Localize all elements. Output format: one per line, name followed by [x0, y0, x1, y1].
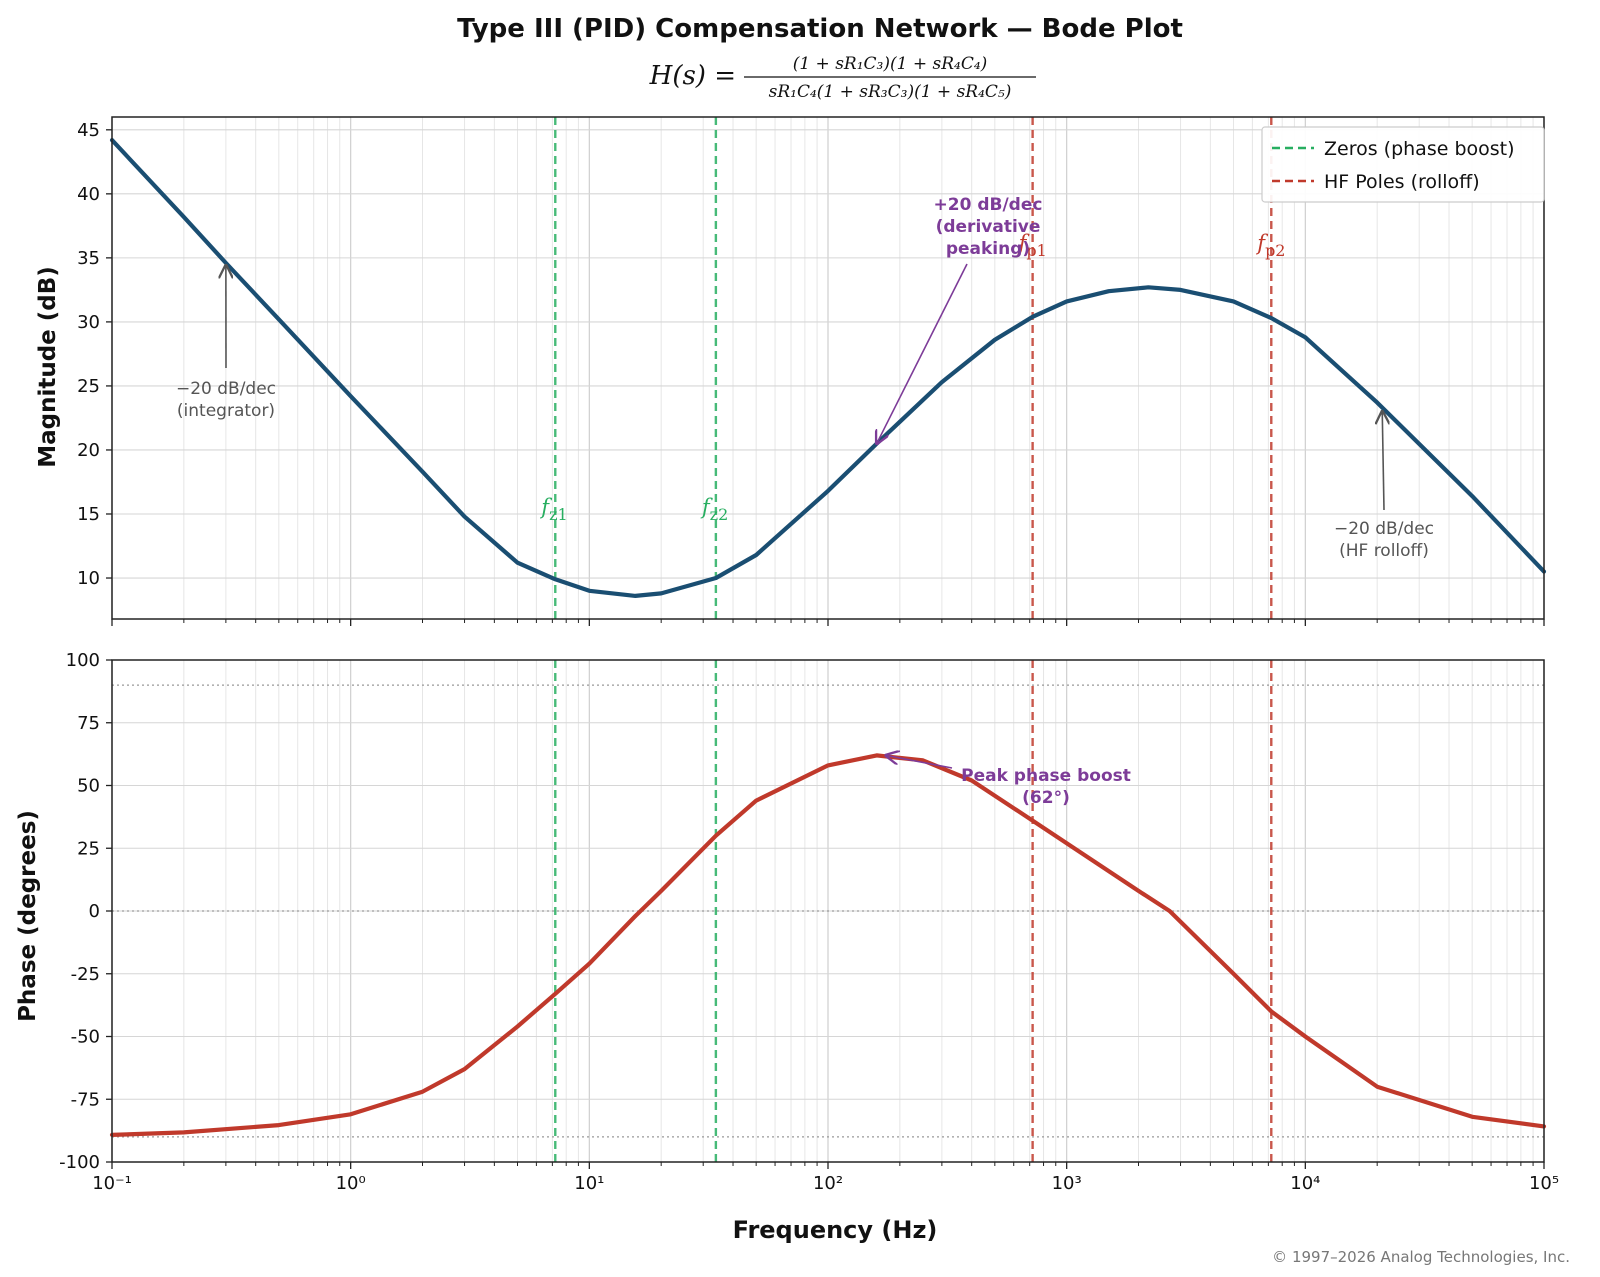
y-axis-label-magnitude: Magnitude (dB) — [35, 266, 61, 468]
y-axis-label-phase: Phase (degrees) — [15, 810, 41, 1022]
annotation-hf-rolloff-arrow — [1382, 412, 1384, 511]
x-axis-ticks: 10⁻¹ 10⁰ 10¹ 10² 10³ 10⁴ 10⁵ — [92, 1173, 1559, 1194]
annotation-derivative-text: +20 dB/dec — [934, 195, 1043, 215]
annotation-peak-phase-text: (62°) — [1022, 788, 1070, 808]
magnitude-ytick-label: 45 — [77, 120, 100, 141]
phase-ytick-label: 0 — [89, 901, 100, 922]
phase-ytick-label: 25 — [77, 838, 100, 859]
legend: Zeros (phase boost) HF Poles (rolloff) — [1261, 126, 1545, 203]
annotation-hf-rolloff-text: (HF rolloff) — [1339, 541, 1429, 561]
phase-ytick-label: -25 — [71, 964, 100, 985]
legend-label-zeros: Zeros (phase boost) — [1324, 138, 1515, 160]
phase-ytick-label: 75 — [77, 713, 100, 734]
copyright-text: © 1997–2026 Analog Technologies, Inc. — [1272, 1248, 1570, 1266]
x-tick-label: 10⁻¹ — [92, 1173, 132, 1194]
annotation-peak-phase-arrow — [886, 755, 953, 769]
annotation-derivative-text: (derivative — [936, 217, 1041, 237]
annotation-integrator-text: −20 dB/dec — [176, 379, 276, 399]
formula-denominator: sR₁C₄(1 + sR₃C₃)(1 + sR₄C₅) — [769, 82, 1012, 102]
magnitude-ytick-label: 25 — [77, 376, 100, 397]
annotation-integrator-text: (integrator) — [177, 401, 275, 421]
x-tick-label: 10¹ — [574, 1173, 604, 1194]
magnitude-ytick-label: 35 — [77, 248, 100, 269]
phase-panel: -100 -75 -50 -25 0 25 50 75 100 Peak phase boost(… — [59, 650, 1547, 1173]
legend-label-poles: HF Poles (rolloff) — [1324, 171, 1480, 193]
magnitude-frame — [111, 116, 1545, 620]
annotation-derivative-arrow — [877, 263, 968, 444]
magnitude-curve — [109, 138, 1547, 599]
phase-frame — [111, 659, 1545, 1163]
magnitude-ytick-label: 15 — [77, 504, 100, 525]
legend-box — [1261, 126, 1545, 203]
x-tick-label: 10³ — [1052, 1173, 1082, 1194]
phase-ytick-label: -100 — [59, 1152, 100, 1173]
formula-numerator: (1 + sR₁C₃)(1 + sR₄C₄) — [793, 54, 988, 74]
transfer-function-formula: H(s) = (1 + sR₁C₃)(1 + sR₄C₄) sR₁C₄(1 + … — [649, 54, 1036, 102]
phase-ytick-label: 50 — [77, 776, 100, 797]
magnitude-ytick-label: 20 — [77, 440, 100, 461]
x-axis-label: Frequency (Hz) — [733, 1216, 938, 1244]
formula-lhs: H(s) = — [649, 61, 736, 91]
annotation-derivative-text: peaking) — [946, 239, 1030, 259]
phase-ytick-label: 100 — [66, 650, 100, 671]
phase-curve — [109, 753, 1547, 1138]
magnitude-ytick-label: 10 — [77, 568, 100, 589]
phase-ytick-label: -75 — [71, 1089, 100, 1110]
annotation-peak-phase-text: Peak phase boost — [961, 766, 1131, 786]
x-tick-label: 10⁴ — [1290, 1173, 1320, 1194]
chart-title: Type III (PID) Compensation Network — Bo… — [457, 14, 1183, 44]
x-tick-label: 10² — [813, 1173, 843, 1194]
magnitude-ytick-label: 40 — [77, 184, 100, 205]
x-tick-label: 10⁵ — [1529, 1173, 1559, 1194]
annotation-hf-rolloff-text: −20 dB/dec — [1334, 519, 1434, 539]
x-tick-label: 10⁰ — [336, 1173, 366, 1194]
magnitude-ytick-label: 30 — [77, 312, 100, 333]
phase-ytick-label: -50 — [71, 1027, 100, 1048]
